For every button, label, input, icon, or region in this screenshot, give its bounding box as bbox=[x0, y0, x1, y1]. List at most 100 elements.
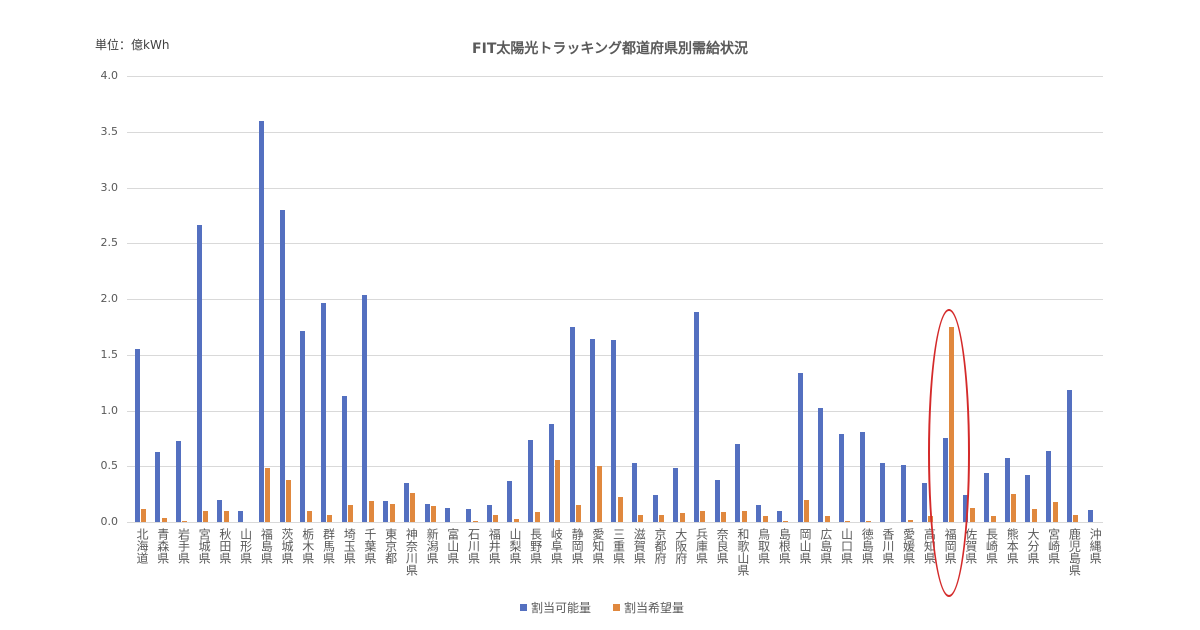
y-tick-label: 0.5 bbox=[100, 459, 119, 473]
bar-allocatable bbox=[611, 340, 617, 522]
x-tick-label: 青森県 bbox=[155, 528, 170, 564]
x-tick-label: 島根県 bbox=[777, 528, 792, 564]
bar-allocatable bbox=[466, 508, 472, 522]
bar-allocatable bbox=[652, 495, 658, 522]
gridline bbox=[127, 522, 1103, 523]
bar-requested bbox=[617, 497, 623, 522]
bar-allocatable bbox=[735, 443, 741, 522]
bar-allocatable bbox=[528, 439, 534, 522]
gridline bbox=[127, 299, 1103, 300]
bar-requested bbox=[389, 504, 395, 522]
bar-requested bbox=[866, 520, 872, 522]
bar-allocatable bbox=[196, 225, 202, 522]
x-tick-label: 鳥取県 bbox=[756, 528, 771, 564]
y-tick-label: 0.0 bbox=[100, 515, 119, 528]
bar-requested bbox=[368, 500, 374, 522]
bar-requested bbox=[659, 515, 664, 522]
x-tick-label: 愛知県 bbox=[590, 528, 605, 564]
legend-item: 割当可能量 bbox=[520, 599, 591, 616]
x-tick-label: 広島県 bbox=[818, 528, 833, 564]
bar-requested bbox=[493, 515, 499, 522]
bar-requested bbox=[638, 515, 644, 522]
x-tick-label: 奈良県 bbox=[715, 528, 730, 564]
bar-requested bbox=[596, 466, 602, 522]
x-tick-label: 岐阜県 bbox=[549, 528, 564, 564]
bar-requested bbox=[700, 510, 706, 522]
y-tick-label: 3.5 bbox=[100, 124, 119, 138]
x-tick-label: 福島県 bbox=[259, 528, 274, 564]
x-tick-label: 宮城県 bbox=[197, 528, 212, 564]
bar-requested bbox=[161, 517, 167, 522]
x-tick-label: 大阪府 bbox=[673, 528, 688, 564]
bar-requested bbox=[203, 510, 209, 522]
gridline bbox=[127, 243, 1103, 245]
x-tick-label: 滋賀県 bbox=[632, 528, 647, 564]
bar-requested bbox=[1031, 508, 1037, 522]
bar-requested bbox=[431, 506, 437, 522]
bar-allocatable bbox=[134, 349, 140, 522]
bar-allocatable bbox=[341, 396, 347, 522]
gridline bbox=[127, 76, 1103, 77]
bar-allocatable bbox=[1066, 390, 1072, 522]
legend: 割当可能量 割当希望量 bbox=[520, 599, 684, 616]
legend-label: 割当可能量 bbox=[531, 601, 592, 615]
bar-allocatable bbox=[383, 500, 389, 522]
x-tick-label: 富山県 bbox=[445, 528, 460, 564]
bar-allocatable bbox=[776, 510, 782, 522]
bar-allocatable bbox=[403, 482, 409, 522]
bar-requested bbox=[141, 508, 146, 522]
x-tick-label: 静岡県 bbox=[570, 528, 585, 564]
bar-allocatable bbox=[238, 510, 244, 522]
bar-requested bbox=[907, 519, 913, 522]
bar-requested bbox=[265, 468, 271, 522]
bar-allocatable bbox=[901, 465, 907, 522]
x-tick-label: 大分県 bbox=[1025, 528, 1040, 564]
x-tick-label: 群馬県 bbox=[321, 528, 336, 564]
bar-requested bbox=[824, 516, 830, 522]
legend-swatch bbox=[520, 604, 527, 611]
y-tick-label: 1.0 bbox=[100, 403, 119, 417]
bar-allocatable bbox=[984, 472, 990, 522]
bar-allocatable bbox=[818, 408, 824, 522]
x-tick-label: 茨城県 bbox=[280, 528, 295, 564]
x-tick-label: 福井県 bbox=[487, 528, 502, 564]
bar-requested bbox=[348, 505, 354, 522]
bar-requested bbox=[845, 520, 851, 522]
x-tick-label: 三重県 bbox=[611, 528, 626, 564]
x-tick-label: 東京都 bbox=[383, 528, 398, 564]
bar-allocatable bbox=[590, 339, 596, 522]
bar-allocatable bbox=[1004, 458, 1010, 522]
bar-allocatable bbox=[548, 423, 554, 522]
x-tick-label: 熊本県 bbox=[1005, 528, 1020, 564]
bar-allocatable bbox=[258, 120, 264, 522]
x-tick-label: 長野県 bbox=[528, 528, 543, 564]
bar-allocatable bbox=[217, 499, 223, 522]
x-tick-label: 埼玉県 bbox=[342, 528, 357, 564]
y-tick-label: 2.5 bbox=[100, 236, 119, 250]
bar-requested bbox=[969, 507, 975, 522]
bar-allocatable bbox=[756, 505, 762, 522]
bar-requested bbox=[472, 520, 478, 522]
bar-allocatable bbox=[279, 209, 285, 522]
x-tick-label: 千葉県 bbox=[362, 528, 377, 564]
bar-requested bbox=[306, 510, 312, 522]
bar-requested bbox=[741, 510, 747, 522]
y-tick-label: 1.5 bbox=[100, 347, 119, 361]
bar-allocatable bbox=[631, 462, 637, 522]
x-tick-label: 鹿児島県 bbox=[1067, 528, 1082, 576]
x-tick-label: 岡山県 bbox=[798, 528, 813, 564]
x-tick-label: 山口県 bbox=[839, 528, 854, 564]
bar-allocatable bbox=[486, 505, 492, 522]
bar-requested bbox=[286, 479, 292, 522]
x-tick-label: 徳島県 bbox=[860, 528, 875, 564]
x-tick-label: 栃木県 bbox=[300, 528, 315, 564]
bar-requested bbox=[679, 513, 685, 522]
bar-allocatable bbox=[445, 507, 451, 522]
x-tick-label: 岩手県 bbox=[176, 528, 191, 564]
x-tick-label: 沖縄県 bbox=[1088, 528, 1103, 564]
bar-allocatable bbox=[1087, 509, 1093, 522]
bar-requested bbox=[555, 459, 561, 522]
legend-label: 割当希望量 bbox=[624, 601, 685, 615]
x-tick-label: 兵庫県 bbox=[694, 528, 709, 564]
x-tick-label: 香川県 bbox=[880, 528, 895, 564]
